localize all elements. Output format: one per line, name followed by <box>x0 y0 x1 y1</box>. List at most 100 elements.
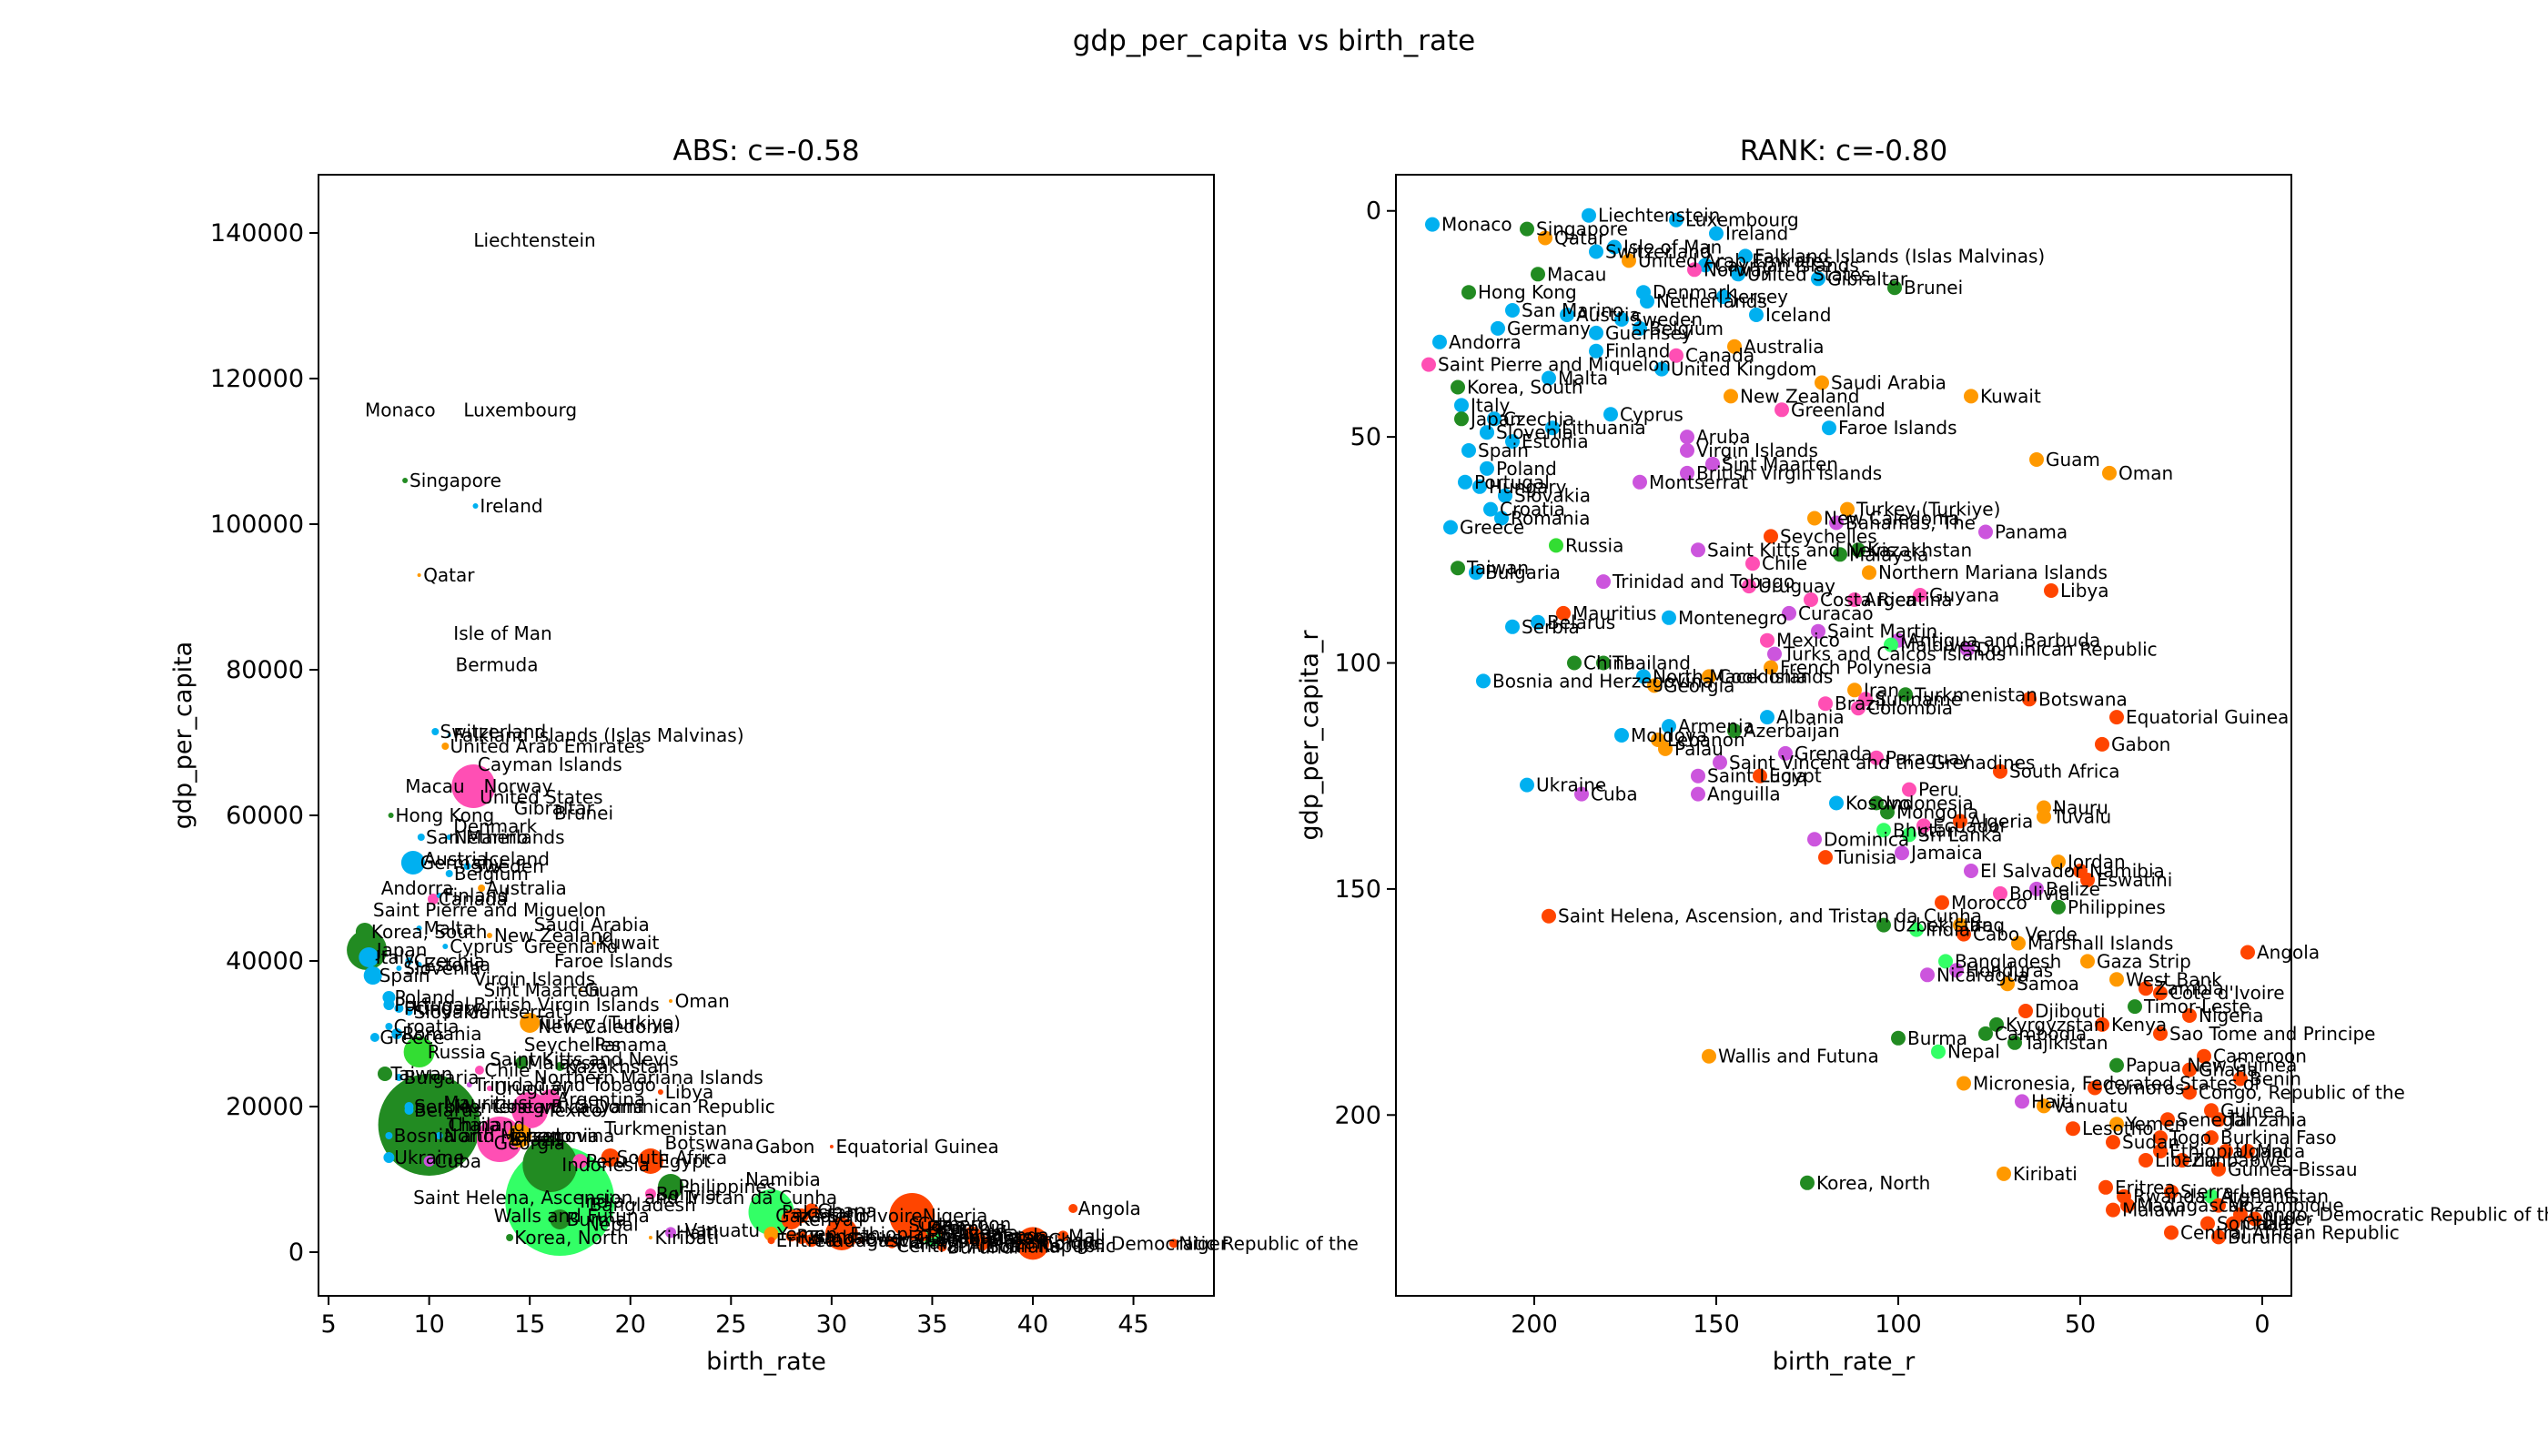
abs-point <box>404 1106 414 1115</box>
abs-point <box>416 856 422 862</box>
rank-point-label: Bulgaria <box>1485 561 1561 583</box>
abs-point <box>416 925 422 931</box>
rank-point-label: Turks and Caicos Islands <box>1783 643 2006 665</box>
rank-point-label: Haiti <box>2031 1090 2073 1112</box>
abs-point <box>540 1089 561 1109</box>
rank-point-label: Dominica <box>1824 828 1909 850</box>
rank-point <box>1574 786 1589 802</box>
rank-point <box>1909 922 1924 937</box>
abs-point <box>474 1066 484 1075</box>
abs-point-label: Ukraine <box>394 1147 464 1168</box>
rank-point-label: Jordan <box>2066 851 2126 873</box>
rank-point-label: Cote d'Ivoire <box>2169 982 2285 1004</box>
rank-point <box>1997 1166 2011 1181</box>
abs-point-label: Mauritius <box>443 1092 527 1114</box>
abs-point-label: Hong Kong <box>396 804 495 826</box>
rank-point <box>2182 1008 2197 1023</box>
abs-point-label: Guyana <box>574 1096 644 1117</box>
abs-point-label: Cuba <box>434 1150 481 1172</box>
abs-point-label: Finland <box>444 885 509 906</box>
abs-point-label: Tanzania <box>938 1221 1018 1243</box>
rank-point <box>2211 1198 2226 1213</box>
rank-point-label: Egypt <box>1769 765 1822 787</box>
rank-point-label: Peru <box>1918 779 1959 801</box>
rank-point-label: Gaza Strip <box>2097 950 2191 972</box>
rank-point <box>1716 289 1731 305</box>
abs-point-label: Burundi <box>947 1236 1018 1258</box>
rank-point-label: Guyana <box>1929 584 1999 606</box>
rank-point-label: Cuba <box>1591 784 1638 805</box>
rank-point-label: Uzbekistan <box>1893 915 1993 936</box>
rank-point-label: Bahamas, The <box>1845 512 1976 534</box>
rank-point <box>1760 632 1774 648</box>
rank-point-label: Bolivia <box>2009 883 2070 905</box>
rank-point <box>1989 1016 2004 1032</box>
rank-point-label: China <box>1583 652 1635 674</box>
rank-point-label: Ireland <box>1725 223 1788 245</box>
rank-point <box>1560 308 1574 322</box>
rank-point <box>2018 1004 2033 1018</box>
rank-point <box>2000 976 2015 992</box>
rank-point-label: Nigeria <box>2199 1005 2264 1026</box>
rank-point <box>2029 452 2044 467</box>
rank-point <box>2051 899 2066 915</box>
abs-point-label: Andorra <box>381 877 454 899</box>
rank-point-label: Namibia <box>2089 860 2165 882</box>
rank-plot-area <box>1396 175 2291 1296</box>
rank-point-label: Romania <box>1511 508 1590 530</box>
rank-x-tick-label: 50 <box>2065 1310 2096 1339</box>
rank-point <box>1567 655 1582 671</box>
rank-y-tick-label: 150 <box>1334 875 1381 904</box>
abs-point <box>435 1132 443 1139</box>
rank-point-label: Zambia <box>2155 977 2224 999</box>
abs-x-tick-label: 45 <box>1117 1310 1148 1339</box>
rank-point <box>2109 710 2124 725</box>
abs-point-label: Burkina Faso <box>927 1225 1044 1247</box>
rank-point-label: Togo <box>2169 1127 2211 1148</box>
abs-point <box>403 1036 435 1067</box>
rank-point-label: Argentina <box>1864 589 1953 611</box>
rank-point <box>2095 736 2109 752</box>
rank-point-label: Austria <box>1576 304 1641 326</box>
rank-point-label: Saint Kitts and Nevis <box>1707 539 1896 561</box>
rank-point-label: Guernsey <box>1605 322 1693 344</box>
rank-point-label: Falkland Islands (Islas Malvinas) <box>1754 245 2045 267</box>
abs-point-label: Ireland <box>480 495 542 517</box>
rank-point-label: Monaco <box>1441 214 1512 236</box>
rank-point <box>1549 538 1563 553</box>
abs-point <box>794 1208 809 1223</box>
abs-point-label: Philippines <box>678 1176 776 1198</box>
rank-point-label: Iraq <box>1969 915 2005 936</box>
abs-point-label: Peru <box>586 1150 627 1172</box>
rank-point <box>1847 682 1862 698</box>
abs-point-label: Guinea <box>937 1222 1002 1244</box>
rank-point <box>1647 678 1662 693</box>
rank-point-label: Macau <box>1547 263 1606 285</box>
rank-point-label: Finland <box>1605 340 1670 362</box>
abs-point <box>447 733 451 737</box>
abs-point-label: Oman <box>675 990 730 1012</box>
abs-point <box>478 885 486 892</box>
rank-point <box>1847 592 1862 607</box>
rank-point <box>1633 320 1647 336</box>
abs-point-label: Libya <box>665 1081 714 1103</box>
abs-point-label: India <box>580 1190 624 1212</box>
abs-point <box>794 1231 808 1244</box>
rank-point <box>1614 312 1629 327</box>
rank-point-label: Serbia <box>1522 616 1580 638</box>
rank-point <box>1880 804 1895 820</box>
rank-point-label: Gabon <box>2111 733 2170 755</box>
rank-point <box>2128 999 2142 1015</box>
abs-point-label: Singapore <box>410 470 501 491</box>
rank-point-label: Greece <box>1460 517 1524 539</box>
abs-y-tick-label: 0 <box>288 1239 304 1267</box>
rank-point <box>1622 253 1636 268</box>
rank-point-label: Cabo Verde <box>1973 924 2078 945</box>
abs-point-label: Bermuda <box>456 653 539 675</box>
abs-point-label: Spain <box>379 965 430 986</box>
rank-point-label: Montenegro <box>1678 607 1787 629</box>
rank-point-label: Brunei <box>1904 277 1963 298</box>
rank-point <box>1764 529 1778 544</box>
abs-point <box>431 728 440 735</box>
rank-point <box>1451 379 1465 395</box>
